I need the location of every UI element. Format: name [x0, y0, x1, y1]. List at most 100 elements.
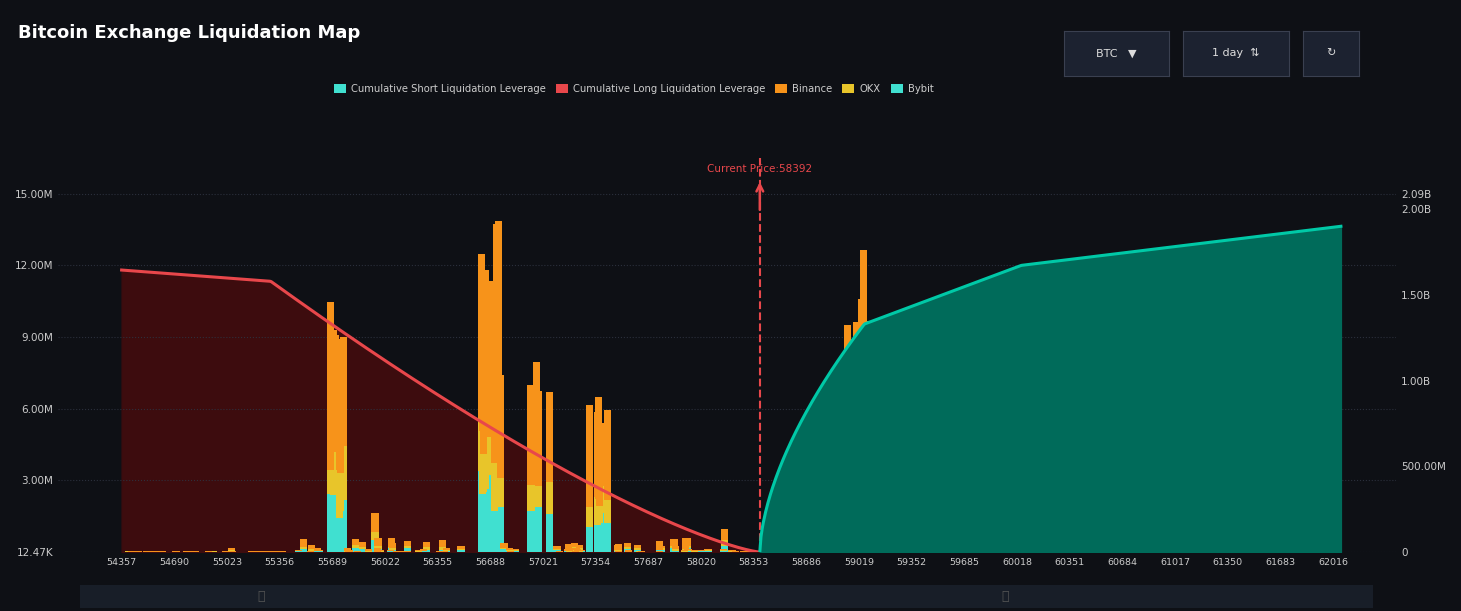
Bar	[1278, 550, 1286, 551]
Bar	[371, 513, 378, 532]
Bar	[1042, 544, 1049, 547]
Bar	[352, 548, 359, 552]
Bar	[991, 550, 998, 551]
Bar	[359, 543, 367, 547]
Bar	[858, 409, 865, 552]
Bar	[495, 221, 503, 412]
Bar	[527, 385, 535, 485]
Bar	[1094, 542, 1102, 546]
Text: ⏸: ⏸	[257, 590, 264, 603]
Bar	[1188, 550, 1195, 551]
Bar	[586, 511, 593, 552]
Bar	[586, 423, 593, 488]
Bar	[1045, 551, 1052, 552]
Bar	[533, 362, 539, 464]
Bar	[802, 472, 809, 502]
Bar	[332, 433, 339, 478]
Bar	[815, 496, 823, 552]
Bar	[565, 551, 573, 552]
Bar	[935, 545, 942, 552]
Bar	[1020, 441, 1027, 552]
Bar	[159, 551, 167, 552]
Bar	[377, 550, 384, 551]
Bar	[923, 547, 931, 549]
Bar	[881, 547, 888, 552]
Bar	[846, 462, 853, 475]
Bar	[421, 549, 428, 550]
Bar	[881, 549, 888, 552]
Bar	[389, 549, 396, 552]
Bar	[874, 522, 881, 529]
Bar	[1239, 551, 1246, 552]
Bar	[1064, 430, 1069, 470]
Bar	[815, 547, 823, 552]
Bar	[1278, 549, 1286, 550]
Bar	[1064, 354, 1069, 430]
Bar	[881, 547, 888, 549]
Bar	[438, 550, 446, 552]
Bar	[932, 549, 939, 552]
Bar	[330, 331, 337, 437]
Bar	[890, 546, 897, 552]
Bar	[783, 517, 790, 532]
Bar	[327, 494, 335, 552]
Bar	[918, 492, 925, 507]
Bar	[495, 412, 503, 473]
Bar	[1088, 543, 1096, 552]
Bar	[482, 269, 489, 427]
Bar	[494, 224, 501, 422]
Bar	[511, 551, 519, 552]
Bar	[919, 425, 926, 481]
Bar	[789, 549, 796, 552]
Bar	[834, 534, 842, 538]
Bar	[859, 250, 866, 386]
Bar	[1211, 551, 1217, 552]
Bar	[682, 538, 690, 546]
Bar	[1233, 549, 1240, 550]
Bar	[950, 546, 957, 547]
Bar	[993, 549, 1001, 550]
Text: Current Price:58392: Current Price:58392	[707, 164, 812, 174]
Bar	[814, 507, 821, 552]
Bar	[586, 514, 593, 552]
Bar	[672, 549, 678, 551]
Bar	[438, 540, 446, 547]
Bar	[478, 254, 485, 419]
Bar	[923, 549, 931, 550]
Bar	[625, 551, 633, 552]
Bar	[809, 508, 817, 518]
Bar	[352, 539, 359, 545]
Bar	[1012, 375, 1020, 447]
Bar	[890, 543, 897, 546]
Bar	[802, 502, 809, 510]
Bar	[950, 547, 957, 552]
Bar	[834, 518, 842, 534]
Bar	[603, 410, 611, 500]
Bar	[656, 547, 663, 550]
Bar	[327, 383, 335, 470]
Bar	[1211, 550, 1218, 551]
Bar	[1045, 545, 1050, 546]
Bar	[894, 548, 901, 552]
Bar	[501, 549, 507, 552]
Bar	[314, 551, 321, 552]
Bar	[533, 464, 539, 489]
Bar	[511, 549, 519, 551]
Bar	[405, 541, 411, 546]
Bar	[918, 507, 925, 552]
Bar	[571, 543, 579, 547]
Bar	[874, 529, 881, 552]
Bar	[995, 547, 1002, 552]
Bar	[479, 425, 487, 472]
Bar	[564, 549, 571, 551]
Bar	[684, 549, 691, 551]
Bar	[565, 544, 573, 549]
Bar	[704, 551, 712, 552]
Bar	[437, 551, 444, 552]
Bar	[389, 547, 396, 549]
Bar	[345, 551, 352, 552]
Bar	[573, 551, 580, 552]
Bar	[1045, 546, 1050, 552]
Bar	[326, 425, 333, 466]
Bar	[330, 437, 337, 481]
